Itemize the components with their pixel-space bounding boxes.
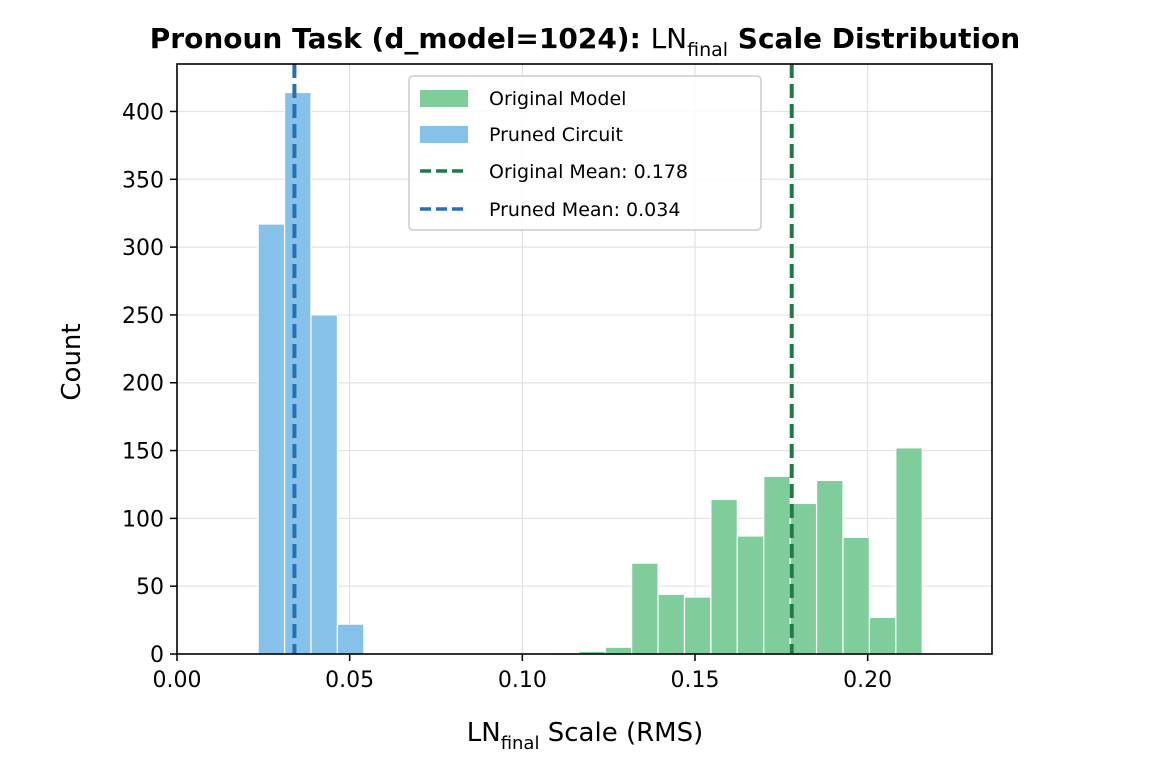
chart-title-ln: LN: [651, 22, 688, 55]
y-tick-label: 150: [122, 440, 164, 465]
y-tick-label: 350: [122, 168, 164, 193]
x-axis-label-suffix: Scale (RMS): [539, 718, 703, 748]
legend-label-original-mean: Original Mean: 0.178: [489, 161, 688, 183]
histogram-bar: [604, 646, 633, 655]
x-axis-label: LNfinal Scale (RMS): [467, 718, 704, 754]
histogram-bar: [683, 596, 712, 655]
y-tick-label: 0: [150, 643, 164, 668]
y-tick-label: 50: [136, 575, 164, 600]
histogram-bar: [895, 447, 923, 655]
histogram-bar: [283, 91, 312, 655]
legend-swatch-pruned-circuit: [420, 126, 468, 143]
x-axis-label-subscript: final: [501, 733, 540, 754]
plot-frame: [176, 63, 993, 655]
chart-title-prefix: Pronoun Task (d_model=1024):: [150, 22, 651, 55]
legend-label-pruned-circuit: Pruned Circuit: [489, 124, 623, 146]
y-tick-label: 100: [122, 507, 164, 532]
x-tick-label: 0.10: [498, 668, 547, 693]
mean-lines: [292, 64, 794, 654]
histogram-bar: [710, 498, 738, 655]
chart-title-suffix: Scale Distribution: [728, 22, 1020, 55]
y-tick-label: 300: [122, 236, 164, 261]
histogram-bar: [868, 616, 897, 655]
histogram-bar: [631, 562, 659, 655]
x-axis-ticks: 0.00 0.05 0.10 0.15 0.20: [153, 654, 892, 693]
legend: Original Model Pruned Circuit Original M…: [408, 75, 762, 231]
x-axis-label-ln: LN: [467, 718, 501, 748]
histogram-bar: [763, 475, 791, 655]
series-original-model: [551, 447, 923, 655]
legend-label-pruned-mean: Pruned Mean: 0.034: [489, 199, 680, 221]
legend-label-original-model: Original Model: [489, 88, 626, 110]
y-tick-label: 400: [122, 100, 164, 125]
histogram-bar: [842, 536, 871, 655]
y-tick-label: 250: [122, 304, 164, 329]
histogram-bar: [310, 314, 339, 655]
histogram-bar: [736, 535, 765, 655]
x-tick-label: 0.15: [671, 668, 720, 693]
x-tick-label: 0.05: [325, 668, 374, 693]
histogram-bar: [789, 502, 818, 655]
y-tick-label: 200: [122, 372, 164, 397]
legend-swatch-original-model: [420, 90, 468, 107]
legend-box: [408, 75, 762, 231]
histogram-bar: [257, 223, 286, 655]
y-axis-ticks: 0 50 100 150 200 250 300 350 400: [122, 100, 177, 668]
histogram-bar: [815, 479, 844, 655]
x-tick-label: 0.20: [843, 668, 892, 693]
histogram-bar: [336, 623, 365, 655]
series-pruned-circuit: [257, 91, 365, 655]
chart-title-subscript: final: [687, 39, 728, 61]
x-tick-label: 0.00: [153, 668, 202, 693]
chart-title: Pronoun Task (d_model=1024): LNfinal Sca…: [150, 22, 1020, 61]
histogram-bar: [657, 593, 686, 655]
histogram-bars: [257, 91, 923, 655]
y-axis-label: Count: [57, 323, 87, 400]
